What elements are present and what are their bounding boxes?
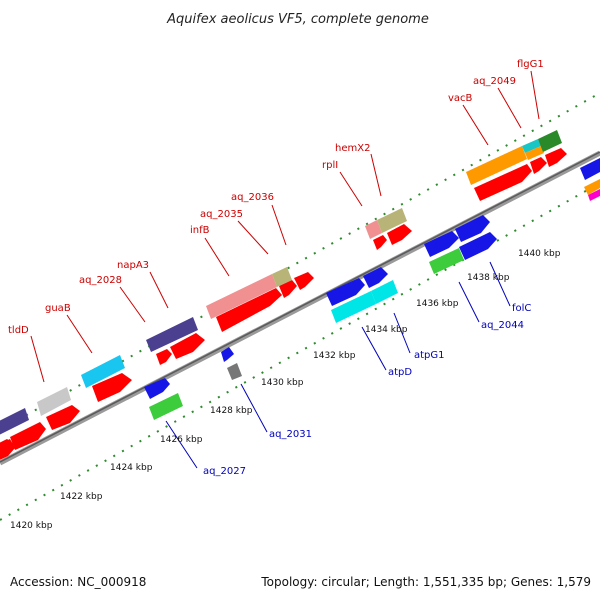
gene-arrow (10, 422, 46, 450)
gene-box (0, 408, 29, 435)
gene-box (227, 363, 242, 380)
gene-label[interactable]: atpD (388, 367, 412, 378)
gene-box (371, 280, 398, 304)
gene-box (331, 291, 376, 323)
gene-label[interactable]: aq_2035 (200, 209, 243, 220)
kbp-label: 1434 kbp (365, 325, 408, 335)
gene-label[interactable]: aq_2049 (473, 76, 516, 87)
kbp-label: 1438 kbp (467, 273, 510, 283)
gene-arrow (459, 232, 497, 260)
gene-arrow (0, 439, 15, 460)
bottom-genes (0, 215, 497, 460)
gene-label[interactable]: aq_2036 (231, 192, 274, 203)
gene-label[interactable]: flgG1 (517, 59, 544, 70)
bottom-gene-labels: aq_2027 aq_2031 atpD atpG1 aq_2044 folC (203, 303, 531, 477)
gene-box (206, 274, 277, 319)
kbp-label: 1426 kbp (160, 435, 203, 445)
gene-arrow (92, 373, 132, 402)
gene-arrow (387, 224, 412, 245)
gene-arrow (279, 280, 297, 298)
gene-box (522, 139, 541, 153)
kbp-label: 1422 kbp (60, 492, 103, 502)
gene-box (580, 158, 600, 180)
top-red-genes (0, 148, 567, 457)
gene-label[interactable]: infB (190, 225, 210, 236)
gene-box (538, 130, 562, 152)
gene-box (365, 220, 382, 239)
gene-arrow (530, 157, 547, 174)
kbp-labels: 1420 kbp 1422 kbp 1424 kbp 1426 kbp 1428… (10, 249, 561, 531)
gene-box (149, 393, 183, 420)
gene-box (37, 387, 71, 416)
gene-arrow (221, 347, 234, 362)
kbp-label: 1436 kbp (416, 299, 459, 309)
gene-arrow (363, 267, 388, 288)
gene-arrow (424, 231, 459, 257)
gene-box (584, 179, 600, 195)
gene-arrow (216, 288, 282, 332)
genome-summary-text: Topology: circular; Length: 1,551,335 bp… (260, 575, 591, 589)
gene-arrow (474, 164, 532, 201)
gene-box (81, 355, 125, 388)
kbp-label: 1440 kbp (518, 249, 561, 259)
gene-arrow (156, 349, 172, 365)
gene-arrow (545, 148, 567, 167)
gene-arrow (373, 235, 387, 250)
gene-box (377, 208, 407, 233)
gene-box (525, 146, 544, 160)
gene-box (429, 248, 464, 274)
gene-label[interactable]: tldD (8, 325, 29, 336)
gene-arrow (46, 405, 80, 430)
gene-label[interactable]: aq_2044 (481, 320, 524, 331)
genome-title: Aquifex aeolicus VF5, complete genome (166, 12, 429, 27)
gene-label[interactable]: aq_2027 (203, 466, 246, 477)
gene-box (466, 146, 527, 185)
gene-arrow (455, 215, 490, 242)
top-gene-labels: tldD guaB aq_2028 napA3 infB aq_2035 aq_… (8, 59, 544, 336)
gene-arrow (294, 272, 314, 290)
gene-label[interactable]: hemX2 (335, 143, 370, 154)
gene-label[interactable]: atpG1 (414, 350, 445, 361)
kbp-label: 1424 kbp (110, 463, 153, 473)
gene-label[interactable]: vacB (448, 93, 473, 104)
bottom-scale-dots (0, 182, 600, 521)
kbp-label: 1432 kbp (313, 351, 356, 361)
gene-label[interactable]: aq_2028 (79, 275, 122, 286)
gene-arrow (326, 278, 365, 306)
gene-box (272, 267, 292, 287)
genome-backbone (0, 150, 600, 466)
gene-box (588, 189, 600, 201)
gene-label[interactable]: aq_2031 (269, 429, 312, 440)
gene-arrow (170, 333, 205, 359)
gene-label[interactable]: napA3 (117, 260, 149, 271)
top-upper-genes (0, 130, 600, 435)
gene-label[interactable]: rplI (322, 160, 338, 171)
gene-label[interactable]: guaB (45, 303, 71, 314)
gene-label[interactable]: folC (512, 303, 531, 314)
bottom-label-leaders (165, 261, 511, 469)
kbp-label: 1428 kbp (210, 406, 253, 416)
kbp-label: 1430 kbp (261, 378, 304, 388)
accession-text: Accession: NC_000918 (10, 575, 146, 589)
gene-box (146, 317, 198, 352)
kbp-label: 1420 kbp (10, 521, 53, 531)
genome-backbone-core (0, 151, 600, 463)
gene-arrow (144, 378, 170, 399)
top-label-leaders (30, 70, 540, 383)
